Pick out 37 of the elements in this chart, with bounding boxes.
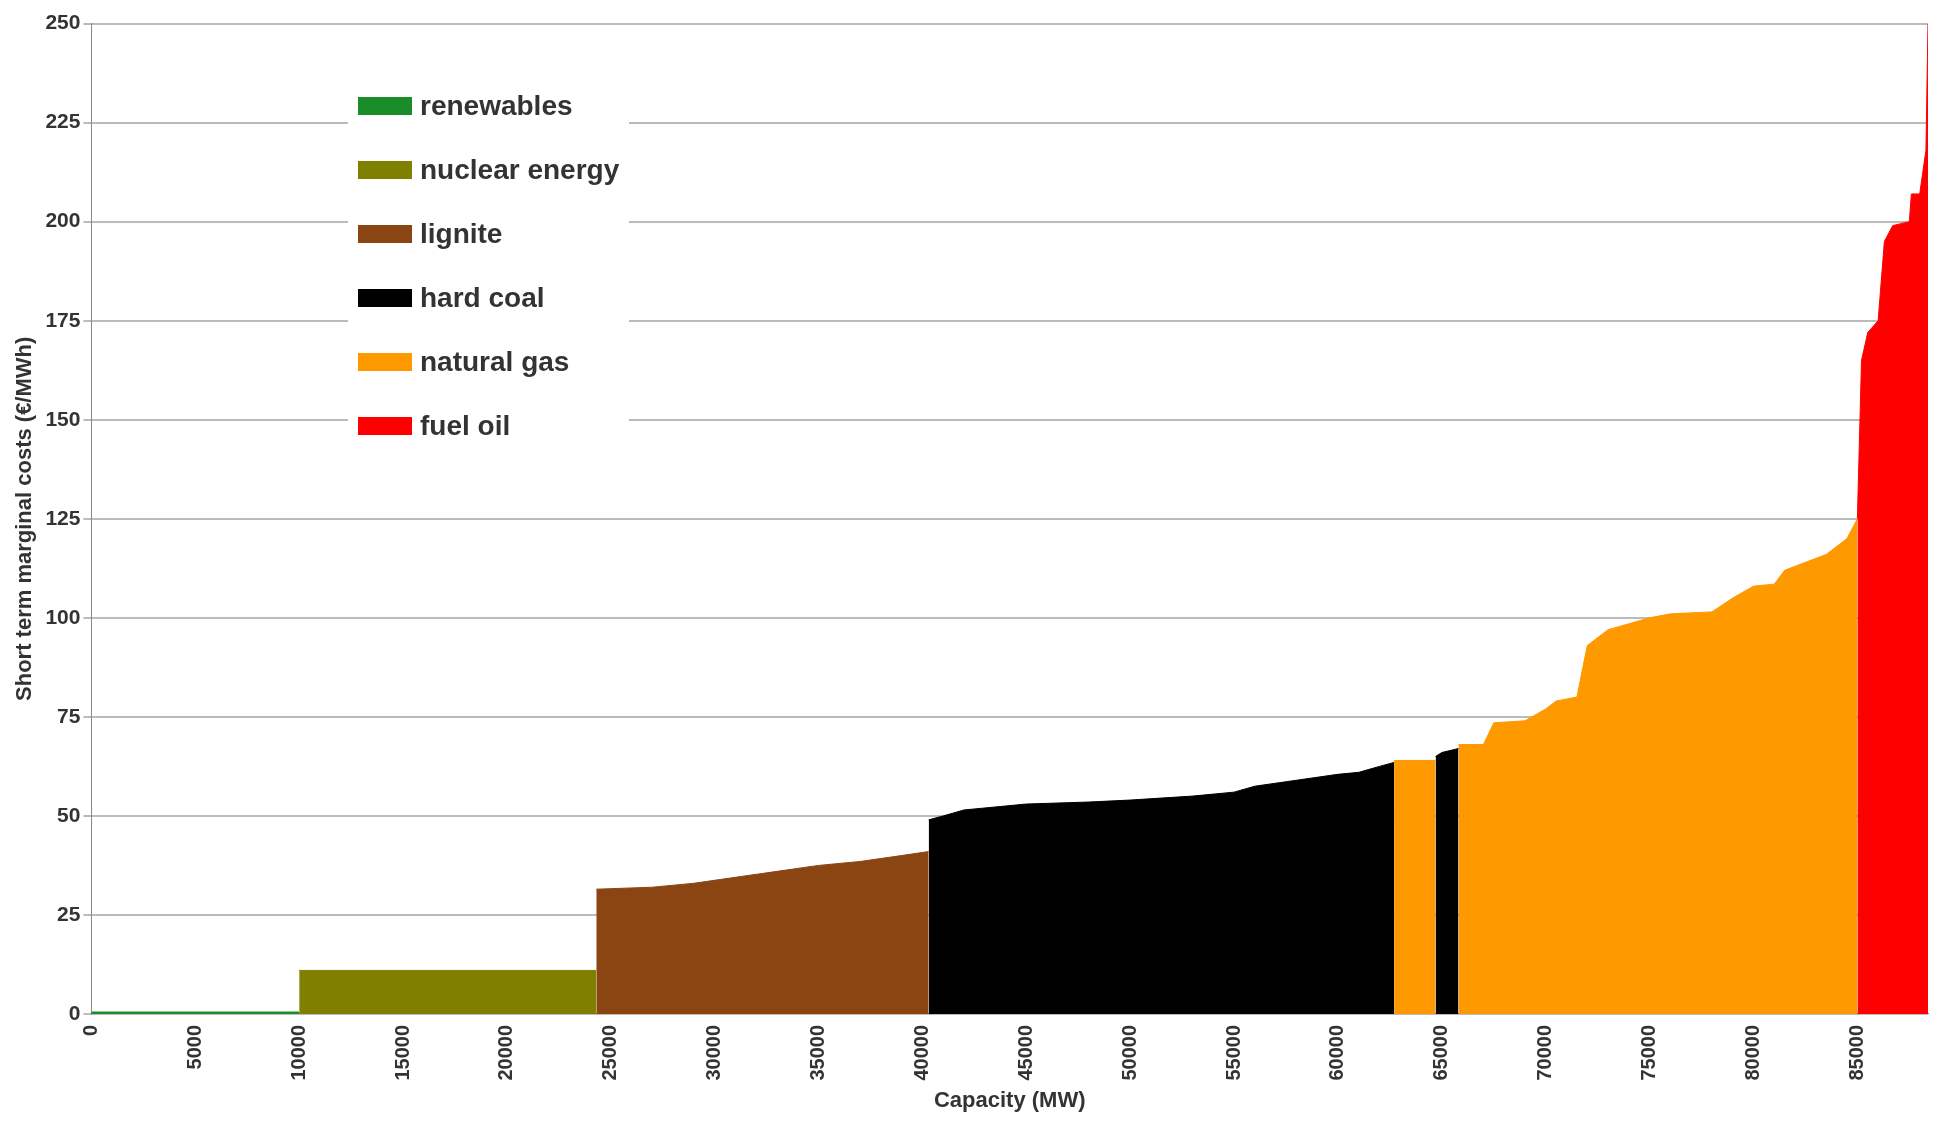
x-axis-title: Capacity (MW)	[933, 1086, 1086, 1112]
legend-label: lignite	[420, 218, 503, 250]
x-tick-label: 55000	[1221, 1024, 1244, 1081]
x-tick-label: 15000	[390, 1024, 413, 1081]
x-tick-label: 30000	[702, 1024, 725, 1081]
x-tick-label: 65000	[1429, 1024, 1452, 1081]
y-tick-label: 150	[45, 406, 81, 430]
y-tick-label: 25	[57, 901, 81, 925]
x-tick-label: 40000	[909, 1024, 932, 1081]
legend-label: natural gas	[420, 346, 570, 378]
x-tick-label: 35000	[806, 1024, 829, 1081]
y-tick-label: 50	[57, 802, 81, 826]
y-axis-title: Short term marginal costs (€/MWh)	[11, 336, 37, 701]
x-tick-label: 10000	[286, 1024, 309, 1081]
x-tick-label: 50000	[1117, 1024, 1140, 1081]
y-tick-label: 75	[57, 703, 81, 727]
legend-label: renewables	[420, 90, 573, 122]
x-tick-label: 70000	[1533, 1024, 1556, 1081]
x-tick-label: 20000	[494, 1024, 517, 1081]
legend-label: nuclear energy	[420, 154, 620, 186]
y-tick-label: 100	[45, 604, 81, 628]
y-tick-label: 200	[45, 208, 81, 232]
x-tick-label: 60000	[1325, 1024, 1348, 1081]
x-tick-label: 45000	[1013, 1024, 1036, 1081]
y-tick-label: 125	[45, 505, 81, 529]
legend-label: hard coal	[420, 282, 545, 314]
x-tick-label: 75000	[1637, 1024, 1660, 1081]
y-tick-label: 225	[45, 109, 81, 133]
x-tick-label: 85000	[1844, 1024, 1867, 1081]
y-tick-label: 0	[68, 1000, 81, 1024]
x-tick-label: 25000	[598, 1024, 621, 1081]
y-tick-label: 175	[45, 307, 81, 331]
y-tick-label: 250	[45, 10, 81, 34]
legend-label: fuel oil	[420, 410, 511, 442]
x-tick-label: 5000	[182, 1024, 205, 1070]
x-tick-label: 0	[78, 1024, 101, 1037]
x-tick-label: 80000	[1741, 1024, 1763, 1081]
